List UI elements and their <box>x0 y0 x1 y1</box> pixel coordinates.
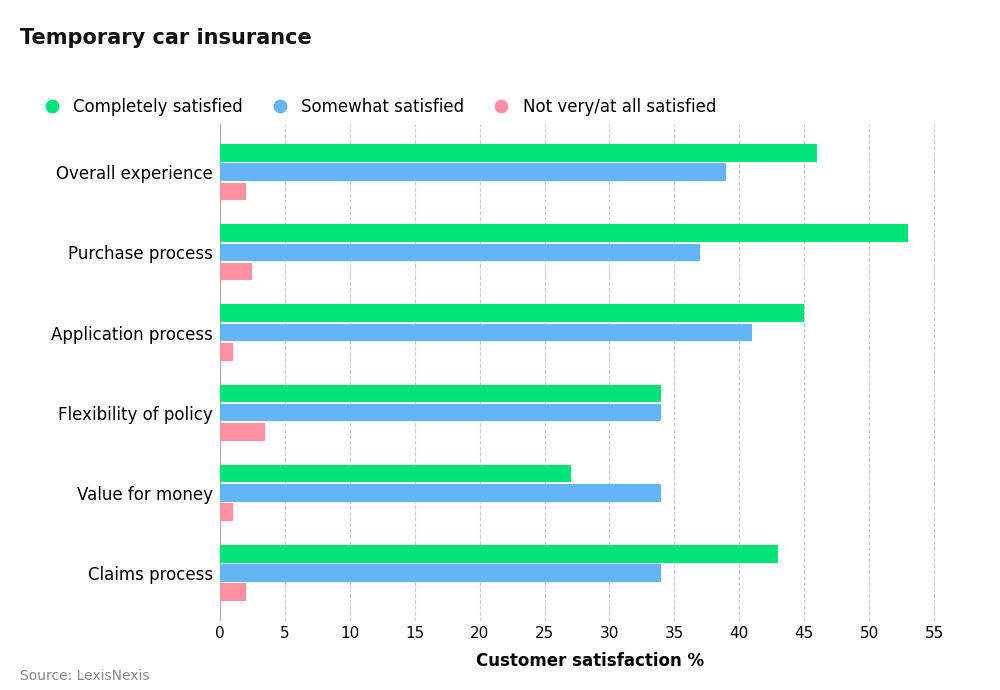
Bar <box>220 564 661 582</box>
Bar <box>220 583 246 601</box>
Bar <box>220 263 252 280</box>
Text: Source: LexisNexis: Source: LexisNexis <box>20 669 150 683</box>
Bar <box>220 224 908 242</box>
Bar <box>220 423 265 441</box>
Bar <box>220 484 661 502</box>
Bar <box>220 183 246 200</box>
X-axis label: Customer satisfaction %: Customer satisfaction % <box>476 652 704 670</box>
Bar <box>220 244 700 262</box>
Bar <box>220 404 661 422</box>
Legend: Completely satisfied, Somewhat satisfied, Not very/at all satisfied: Completely satisfied, Somewhat satisfied… <box>28 91 723 122</box>
Bar <box>220 545 778 562</box>
Bar <box>220 465 571 482</box>
Bar <box>220 144 817 162</box>
Bar <box>220 164 726 181</box>
Bar <box>220 503 233 521</box>
Bar <box>220 324 752 342</box>
Bar <box>220 384 661 402</box>
Bar <box>220 304 804 322</box>
Text: Temporary car insurance: Temporary car insurance <box>20 28 312 48</box>
Bar <box>220 343 233 361</box>
